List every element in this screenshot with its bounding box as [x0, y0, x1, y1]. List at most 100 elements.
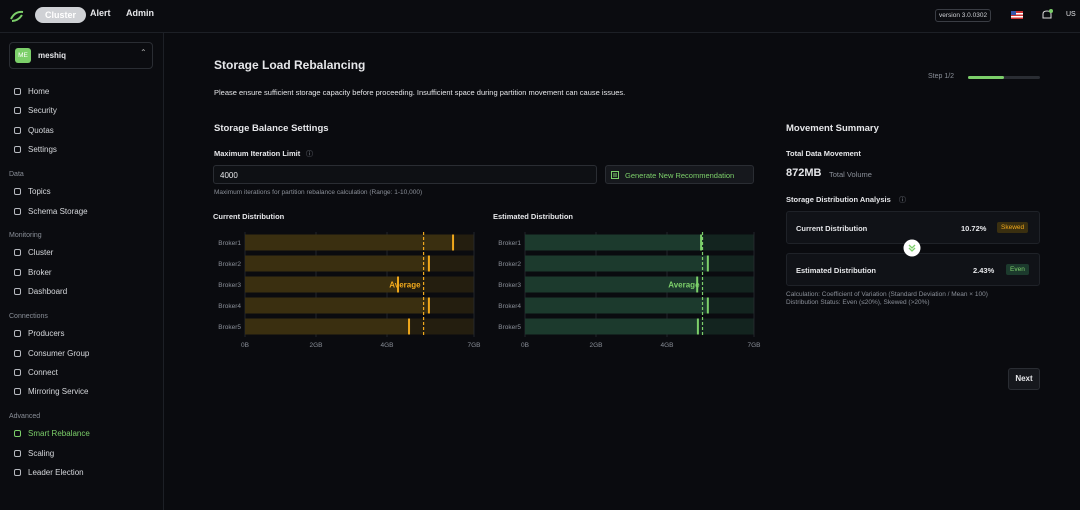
nav-icon	[14, 249, 21, 257]
notice: Please ensure sufficient storage capacit…	[214, 88, 626, 97]
bar-chart: 0B 2GB 4GB 7GB Broker1 Broker2 Broker3 Broker4 B…	[218, 232, 481, 349]
distribution-card: Estimated Distribution 2.43% Even	[786, 253, 1040, 286]
nav-icon	[14, 207, 21, 215]
nav-label: Cluster	[28, 248, 54, 258]
nav-icon	[14, 126, 21, 134]
nav-item[interactable]: Broker	[14, 268, 52, 277]
nav-label: Topics	[28, 187, 51, 197]
x-tick-label: 0B	[241, 342, 249, 349]
flag[interactable]	[1011, 11, 1023, 19]
nav-icon	[14, 188, 21, 196]
section-title: Storage Balance Settings	[214, 123, 329, 134]
workspace-selector[interactable]: ME meshiq ⌃	[9, 42, 153, 69]
nav-label: Producers	[28, 329, 65, 339]
help-text: Maximum iterations for partition rebalan…	[214, 189, 423, 196]
tab[interactable]: Alert	[90, 8, 111, 18]
nav-icon	[14, 430, 21, 438]
category-label: Broker2	[498, 261, 521, 268]
field-label: Maximum Iteration Limit	[214, 149, 301, 158]
tab[interactable]: Cluster	[35, 7, 87, 23]
iteration-input[interactable]: 4000	[213, 165, 597, 184]
bar-chart: 0B 2GB 4GB 7GB Broker1 Broker2 Broker3 Broker4 B…	[498, 232, 761, 349]
nav-item[interactable]: Schema Storage	[14, 207, 88, 216]
card-value: 2.43%	[973, 266, 995, 275]
nav-icon	[14, 368, 21, 376]
category-label: Broker5	[498, 324, 521, 331]
x-tick-label: 4GB	[661, 342, 674, 349]
nav-label: Schema Storage	[28, 206, 88, 216]
nav-item[interactable]: Dashboard	[14, 287, 67, 296]
step-progress	[968, 76, 1004, 79]
nav-icon	[14, 330, 21, 338]
nav-item[interactable]: Leader Election	[14, 468, 84, 477]
nav-icon	[14, 107, 21, 115]
bar	[525, 255, 708, 272]
nav-icon	[14, 469, 21, 476]
nav-item[interactable]: Quotas	[14, 126, 54, 135]
user-menu[interactable]: US	[1066, 11, 1076, 18]
nav-item[interactable]: Producers	[14, 329, 64, 338]
analysis-title: Storage Distribution Analysis	[786, 195, 891, 204]
workspace-name: meshiq	[38, 51, 67, 60]
category-label: Broker2	[218, 261, 241, 268]
generate-button[interactable]: Generate New Recommendation	[605, 165, 754, 184]
nav-item[interactable]: Mirroring Service	[14, 387, 88, 396]
nav-item[interactable]: Security	[14, 106, 57, 115]
nav-label: Scaling	[28, 448, 55, 458]
step-label: Step 1/2	[928, 73, 955, 80]
bar	[525, 297, 708, 314]
bar	[245, 276, 399, 293]
chart-title: Current Distribution	[213, 212, 285, 221]
bar-end	[696, 318, 699, 335]
info-icon[interactable]: ⓘ	[899, 197, 906, 204]
info-icon[interactable]: ⓘ	[306, 151, 313, 158]
card-label: Current Distribution	[796, 224, 868, 233]
card-value: 10.72%	[961, 224, 987, 233]
sidebar: ME meshiq ⌃ Home Security Quotas Settings Da…	[0, 33, 164, 510]
summary-title: Movement Summary	[786, 123, 879, 134]
bar-end	[706, 297, 709, 314]
bar-end	[452, 234, 455, 251]
nav-item[interactable]: Consumer Group	[14, 349, 89, 358]
nav-item[interactable]: Connect	[14, 368, 58, 377]
top-bar: Cluster Alert Admin version 3.0.0302 US	[0, 0, 1080, 33]
nav-section: Data	[9, 171, 24, 179]
nav-label: Quotas	[28, 125, 54, 135]
bar	[525, 276, 698, 293]
x-tick-label: 0B	[521, 342, 529, 349]
nav-item[interactable]: Scaling	[14, 449, 54, 458]
nav-label: Settings	[28, 145, 57, 155]
x-tick-label: 7GB	[747, 342, 760, 349]
notifications[interactable]	[1040, 8, 1054, 22]
bar-end	[706, 255, 709, 272]
note: Distribution Status: Even (≤20%), Skewed…	[786, 299, 930, 306]
nav-item[interactable]: Topics	[14, 187, 51, 196]
category-label: Broker4	[218, 303, 241, 310]
nav-item[interactable]: Home	[14, 87, 49, 96]
movement-unit: Total Volume	[829, 170, 872, 179]
bar-end	[700, 234, 703, 251]
nav-item[interactable]: Settings	[14, 145, 57, 154]
category-label: Broker3	[218, 282, 241, 289]
nav-icon	[14, 349, 21, 357]
nav-label: Connect	[28, 367, 58, 377]
category-label: Broker1	[218, 240, 241, 247]
arrow-icon	[903, 239, 921, 257]
nav-item[interactable]: Cluster	[14, 248, 53, 257]
nav-label: Smart Rebalance	[28, 429, 90, 439]
bar-end	[427, 297, 430, 314]
nav-label: Home	[28, 87, 50, 96]
page-title: Storage Load Rebalancing	[214, 58, 366, 72]
tab[interactable]: Admin	[126, 8, 154, 18]
x-tick-label: 4GB	[381, 342, 394, 349]
logo	[10, 10, 24, 22]
nav-item[interactable]: Smart Rebalance	[14, 429, 90, 438]
next-button[interactable]: Next	[1008, 368, 1040, 390]
note: Calculation: Coefficient of Variation (S…	[786, 291, 988, 298]
chart-title: Estimated Distribution	[493, 212, 574, 221]
bar-end	[696, 276, 699, 293]
nav-icon	[14, 268, 21, 276]
nav-label: Security	[28, 106, 57, 116]
